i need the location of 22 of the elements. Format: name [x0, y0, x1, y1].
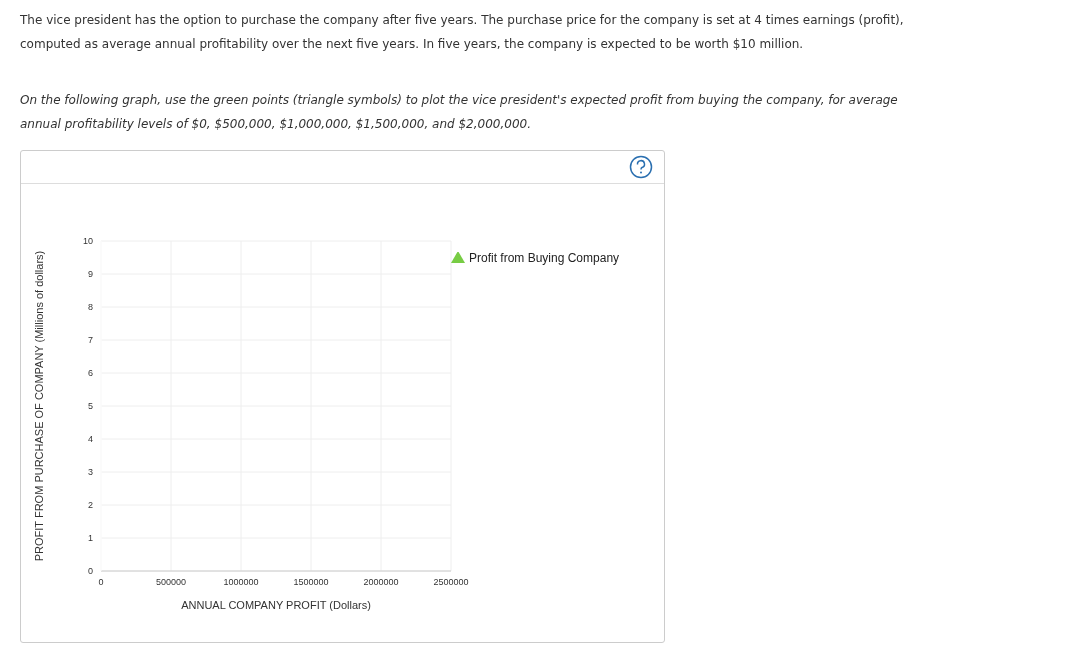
- y-tick-label: 8: [87, 302, 93, 313]
- y-tick-label: 0: [87, 566, 93, 577]
- x-tick-label: 500000: [155, 577, 187, 588]
- x-tick-label: 2500000: [433, 577, 469, 588]
- y-tick-label: 1: [87, 533, 93, 544]
- y-tick-label: 2: [87, 500, 93, 511]
- y-tick-label: 5: [87, 401, 93, 412]
- x-tick-label: 0: [98, 577, 104, 588]
- y-tick-label: 6: [87, 368, 93, 379]
- y-tick-label: 9: [87, 269, 93, 280]
- x-tick-label: 2000000: [363, 577, 399, 588]
- x-tick-label: 1500000: [293, 577, 329, 588]
- legend-label: Profit from Buying Company: [469, 251, 620, 265]
- text: The vice president has the option to purchase the company after five years. The purchase price for the company is set at 4 times earnings (profit), computed as average annual profitability over the next five years. In five years, the company is expected to be worth $10 million.: [20, 12, 905, 53]
- x-axis-title: ANNUAL COMPANY PROFIT (Dollars): [181, 599, 371, 611]
- x-tick-label: 1000000: [223, 577, 259, 588]
- y-tick-label: 10: [82, 236, 93, 247]
- y-tick-label: 4: [87, 434, 93, 445]
- y-axis-title: PROFIT FROM PURCHASE OF COMPANY (Millions of dollars): [32, 250, 45, 562]
- y-tick-label: 3: [87, 467, 93, 478]
- text: On the following graph, use the green points (triangle symbols) to plot the vice president's expected profit from buying the company, for average annual profitability levels of $0, $500,000, $1,000,000, $1,500,000, and $2,000,000.: [20, 92, 899, 133]
- y-tick-label: 7: [87, 335, 93, 346]
